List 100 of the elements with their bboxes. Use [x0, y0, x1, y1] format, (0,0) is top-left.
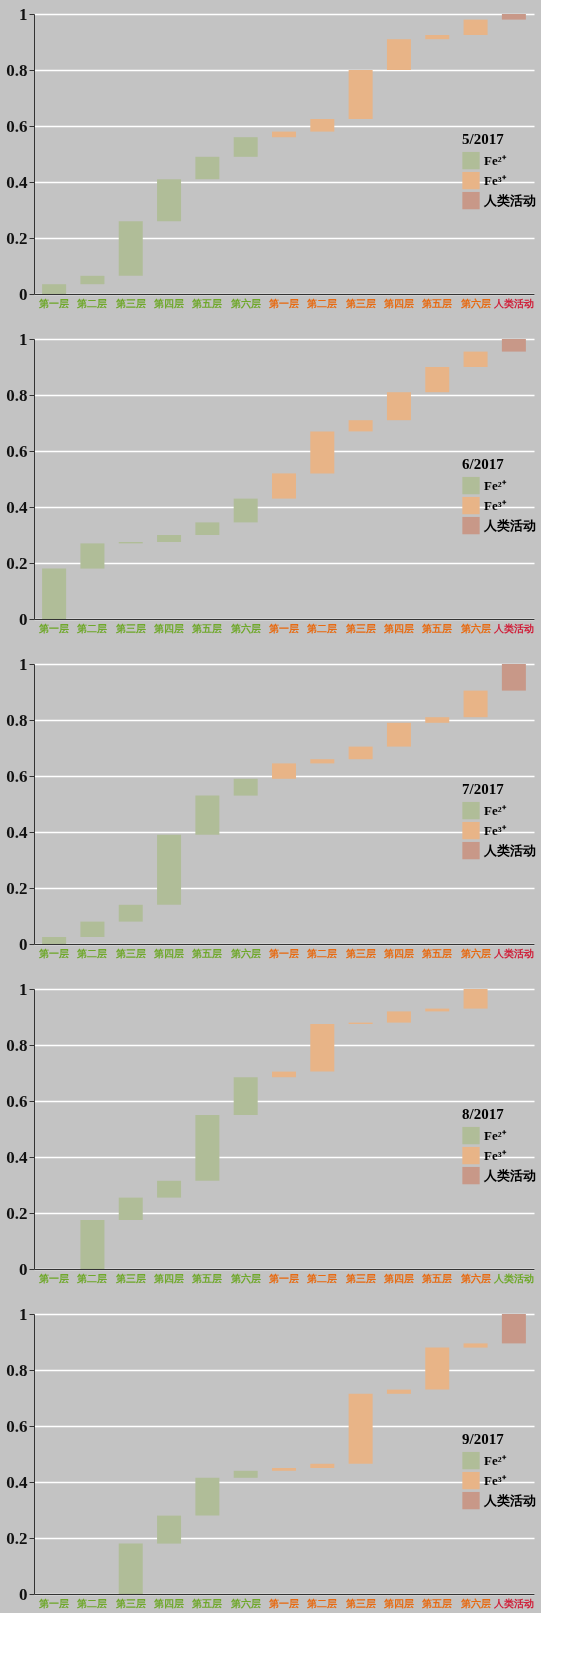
x-tick-label: 第六层	[229, 297, 261, 309]
bar	[118, 221, 143, 276]
x-tick-label: 第三层	[114, 1597, 146, 1609]
legend-label: Fe²⁺	[484, 1452, 507, 1468]
x-tick-label: 第六层	[459, 947, 491, 959]
y-tick-label: 0	[19, 1259, 28, 1279]
x-tick-label: 第一层	[38, 1272, 70, 1284]
x-tick-label: 人类活动	[492, 1272, 534, 1284]
y-tick-label: 0.2	[6, 228, 28, 248]
legend-label: 人类活动	[483, 1492, 536, 1508]
y-tick-label: 0.8	[6, 1035, 28, 1055]
bar	[386, 1011, 411, 1023]
x-tick-label: 人类活动	[492, 947, 534, 959]
bar	[118, 1543, 143, 1594]
x-tick-label: 第六层	[459, 1597, 491, 1609]
x-tick-label: 第五层	[421, 947, 453, 959]
x-tick-label: 第一层	[268, 1597, 299, 1609]
x-tick-label: 第一层	[268, 1272, 299, 1284]
bar	[386, 1389, 411, 1394]
y-tick-label: 0.4	[6, 822, 28, 842]
legend-label: 人类活动	[483, 1167, 536, 1183]
x-tick-label: 第四层	[382, 622, 414, 634]
y-tick-label: 0.2	[6, 1528, 28, 1548]
y-tick-label: 1	[19, 1304, 28, 1324]
x-tick-label: 第六层	[229, 947, 261, 959]
bar	[80, 275, 105, 285]
bar	[310, 1024, 335, 1072]
y-tick-label: 0.4	[6, 1147, 28, 1167]
x-tick-label: 第二层	[76, 297, 108, 309]
x-tick-label: 第五层	[421, 1272, 453, 1284]
bar	[425, 1347, 450, 1390]
y-tick-label: 0.8	[6, 1360, 28, 1380]
x-tick-label: 第五层	[191, 297, 223, 309]
x-tick-label: 第五层	[191, 1272, 223, 1284]
bar	[348, 420, 373, 432]
x-tick-label: 第三层	[344, 297, 376, 309]
bar	[501, 664, 526, 691]
legend-label: Fe³⁺	[484, 822, 507, 838]
bar	[195, 1115, 220, 1181]
x-tick-label: 第二层	[306, 297, 338, 309]
legend-title: 5/2017	[462, 130, 505, 147]
x-tick-label: 第二层	[76, 947, 108, 959]
bar	[425, 35, 450, 40]
x-tick-label: 第一层	[38, 947, 70, 959]
x-tick-label: 第六层	[229, 1597, 261, 1609]
bar	[42, 937, 67, 944]
y-tick-label: 0.4	[6, 1472, 28, 1492]
bar	[463, 1343, 488, 1348]
y-tick-label: 1	[19, 329, 28, 349]
x-tick-label: 第一层	[38, 1597, 70, 1609]
x-tick-label: 第五层	[191, 947, 223, 959]
x-tick-label: 第五层	[421, 297, 453, 309]
x-tick-label: 第三层	[344, 622, 376, 634]
legend-label: Fe²⁺	[484, 152, 507, 168]
bar	[501, 339, 526, 352]
x-tick-label: 第三层	[344, 1597, 376, 1609]
bar	[425, 717, 450, 723]
y-tick-label: 1	[19, 979, 28, 999]
y-tick-label: 0	[19, 1584, 28, 1604]
legend-label: Fe²⁺	[484, 477, 507, 493]
x-tick-label: 第四层	[153, 1272, 185, 1284]
bar	[348, 746, 373, 760]
bar	[501, 1314, 526, 1344]
y-tick-label: 0	[19, 284, 28, 304]
bar	[233, 1077, 258, 1115]
bar	[386, 392, 411, 421]
bar	[195, 1477, 220, 1516]
y-tick-label: 0.6	[6, 766, 28, 786]
bar	[157, 834, 182, 905]
x-tick-label: 第六层	[459, 622, 491, 634]
legend-label: Fe²⁺	[484, 802, 507, 818]
x-tick-label: 第四层	[153, 297, 185, 309]
legend-label: Fe³⁺	[484, 497, 507, 513]
bar	[463, 690, 488, 718]
y-tick-label: 0.2	[6, 1203, 28, 1223]
bar	[310, 119, 335, 132]
legend-label: Fe³⁺	[484, 1472, 507, 1488]
legend-title: 6/2017	[462, 455, 505, 472]
x-tick-label: 第六层	[459, 1272, 491, 1284]
legend-label: Fe³⁺	[484, 172, 507, 188]
x-tick-label: 第二层	[306, 1272, 338, 1284]
legend-label: 人类活动	[483, 842, 536, 858]
legend-label: Fe³⁺	[484, 1147, 507, 1163]
bar	[233, 778, 258, 796]
bar	[272, 131, 296, 138]
bar	[195, 795, 220, 835]
x-tick-label: 第四层	[153, 947, 185, 959]
bar	[463, 989, 488, 1009]
y-tick-label: 0	[19, 934, 28, 954]
bar	[233, 137, 258, 157]
x-tick-label: 第二层	[306, 947, 338, 959]
y-tick-label: 0.6	[6, 441, 28, 461]
x-tick-label: 第一层	[38, 622, 70, 634]
legend-title: 8/2017	[462, 1105, 505, 1122]
legend-title: 9/2017	[462, 1430, 505, 1447]
x-tick-label: 第五层	[191, 622, 223, 634]
x-tick-label: 第四层	[382, 1272, 414, 1284]
bar	[195, 156, 220, 180]
x-tick-label: 第二层	[76, 1597, 108, 1609]
x-tick-label: 第一层	[268, 947, 299, 959]
